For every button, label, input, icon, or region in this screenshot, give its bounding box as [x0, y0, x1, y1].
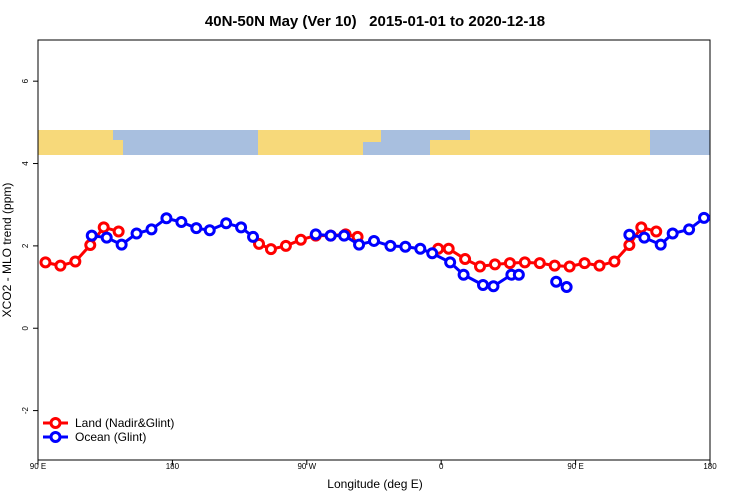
data-point	[130, 227, 143, 240]
data-point	[253, 237, 266, 250]
data-point	[459, 253, 472, 266]
data-point	[548, 259, 561, 272]
data-point	[54, 259, 67, 272]
data-point	[488, 258, 501, 271]
data-point	[112, 225, 125, 238]
data-point	[115, 238, 128, 251]
map-band	[38, 130, 710, 155]
data-point	[353, 238, 366, 251]
data-point	[279, 239, 292, 252]
plot-frame	[37, 39, 711, 461]
data-point	[593, 259, 606, 272]
chart-title: 40N-50N May (Ver 10) 2015-01-01 to 2020-…	[205, 13, 545, 30]
data-point	[175, 216, 188, 228]
data-point	[623, 228, 636, 241]
x-tick-label: 90 E	[567, 462, 583, 471]
data-point	[666, 227, 679, 240]
y-tick-label: 6	[21, 78, 30, 83]
data-point	[487, 280, 500, 293]
data-point	[100, 231, 113, 244]
y-tick-label: 2	[21, 243, 30, 248]
data-point	[84, 239, 97, 252]
data-point	[338, 229, 351, 242]
data-point	[220, 217, 233, 230]
x-tick-label: 180	[166, 462, 180, 471]
data-point	[518, 256, 531, 269]
data-point	[39, 256, 52, 269]
data-point	[698, 211, 711, 224]
data-point	[309, 228, 322, 241]
data-point	[512, 268, 525, 281]
data-point	[578, 257, 591, 270]
data-point	[550, 275, 563, 288]
data-point	[654, 238, 667, 251]
y-axis-label: XCO2 - MLO trend (ppm)	[0, 183, 14, 318]
data-point	[384, 239, 397, 252]
data-point	[650, 225, 663, 238]
data-point	[69, 255, 82, 268]
data-point	[444, 256, 457, 269]
legend-marker	[49, 431, 62, 443]
y-tick-label: 0	[21, 325, 30, 330]
legend-marker	[49, 417, 62, 429]
y-tick-label: -2	[21, 406, 30, 414]
data-point	[145, 223, 158, 236]
data-point	[426, 247, 439, 260]
data-point	[190, 222, 203, 235]
data-point	[85, 229, 98, 242]
data-point	[442, 242, 455, 255]
data-point	[503, 257, 516, 270]
y-tick-label: 4	[21, 161, 30, 166]
data-point	[638, 231, 651, 244]
x-tick-label: 90 W	[297, 462, 316, 471]
data-point	[235, 221, 248, 234]
data-point	[623, 239, 636, 252]
data-point	[414, 242, 427, 255]
x-tick-label: 180	[703, 462, 717, 471]
data-point	[294, 233, 307, 246]
data-point	[474, 260, 487, 273]
x-tick-label: 0	[439, 462, 444, 471]
data-point	[457, 268, 470, 281]
series-line	[91, 216, 705, 289]
data-point	[477, 279, 490, 291]
data-point	[608, 255, 621, 268]
data-point	[683, 223, 696, 236]
data-point	[324, 229, 337, 242]
data-point	[635, 221, 648, 234]
data-point	[203, 224, 216, 237]
data-point	[247, 230, 260, 243]
data-point	[368, 234, 380, 247]
data-point	[560, 281, 573, 294]
legend-label: Ocean (Glint)	[75, 430, 146, 444]
data-point	[399, 240, 412, 253]
data-point	[264, 243, 277, 256]
data-point	[97, 221, 110, 234]
data-point	[563, 260, 576, 273]
x-axis-label: Longitude (deg E)	[327, 477, 422, 491]
data-point	[160, 212, 173, 225]
legend-label: Land (Nadir&Glint)	[75, 416, 174, 430]
x-tick-label: 90 E	[30, 462, 46, 471]
data-point	[533, 257, 546, 270]
